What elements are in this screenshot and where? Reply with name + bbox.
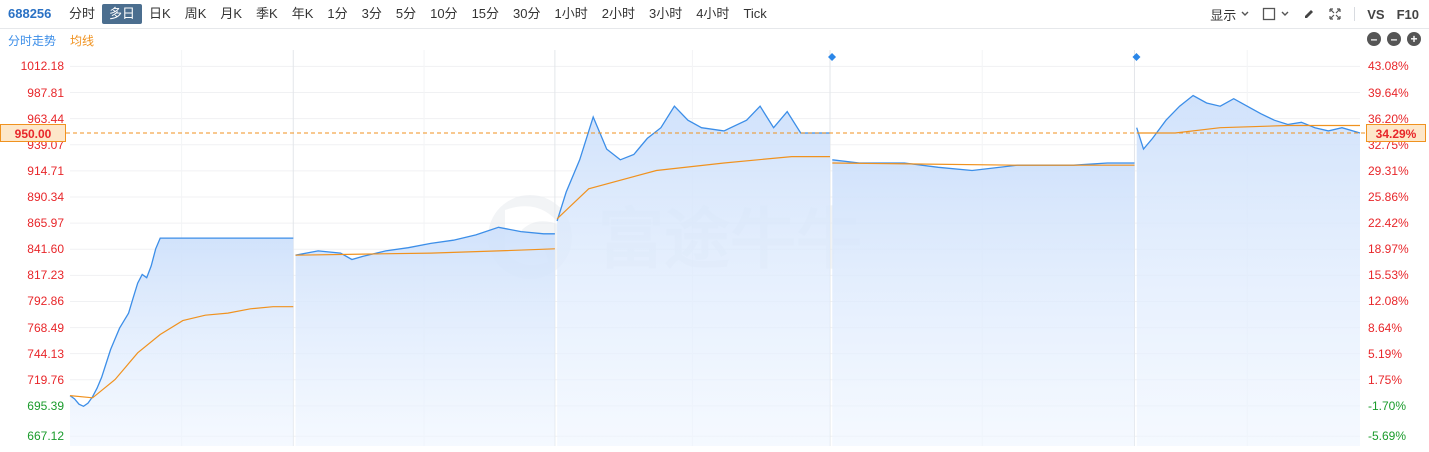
tab-16[interactable]: 4小时 — [696, 6, 730, 21]
chart-legend: 分时走势 均线 — [8, 32, 94, 49]
y-tick-label: 719.76 — [27, 372, 64, 387]
tab-10[interactable]: 10分 — [430, 6, 458, 21]
y-tick-label: 963.44 — [27, 111, 64, 126]
tab-2[interactable]: 日K — [149, 6, 171, 21]
tab-5[interactable]: 季K — [256, 6, 278, 21]
legend-avg[interactable]: 均线 — [70, 34, 95, 48]
pct-tick-label: 1.75% — [1368, 372, 1403, 387]
toolbar: 688256 分时 多日 日K 周K 月K 季K 年K 1分 3分 5分 10分 15分 30分 1小时 2… — [0, 0, 1429, 29]
pen-icon[interactable] — [1302, 7, 1316, 21]
vs-button[interactable]: VS — [1367, 6, 1385, 22]
y-tick-label: 987.81 — [27, 85, 64, 100]
pct-tick-label: 18.97% — [1368, 242, 1409, 257]
pct-tick-label: 36.20% — [1368, 111, 1409, 126]
tab-0[interactable]: 分时 — [69, 6, 96, 21]
tab-6[interactable]: 年K — [291, 6, 314, 21]
period-tabs: 分时 多日 日K 周K 月K 季K 年K 1分 3分 5分 10分 15分 30分 1小时 2小时 3小时 4小… — [62, 4, 774, 24]
tab-13[interactable]: 1小时 — [554, 6, 588, 21]
price-line-segment-4 — [1136, 94, 1361, 151]
watermark-text: 富途牛牛 — [598, 201, 862, 278]
pct-tick-label: 15.53% — [1368, 268, 1409, 283]
display-menu[interactable]: 显示 — [1210, 5, 1250, 24]
tab-9[interactable]: 5分 — [395, 6, 417, 21]
tab-11[interactable]: 15分 — [471, 6, 500, 21]
pct-tick-label: -5.69% — [1368, 429, 1407, 444]
chevron-down-icon — [1281, 11, 1289, 16]
pct-tick-label: -1.70% — [1368, 398, 1407, 413]
tab-7[interactable]: 1分 — [327, 6, 348, 21]
avg-line-segment-3 — [832, 162, 1135, 166]
tab-12[interactable]: 30分 — [513, 6, 541, 21]
watermark-logo: 富途牛牛 — [488, 195, 862, 279]
tab-1[interactable]: 多日 — [102, 4, 143, 24]
zoom-in-icon[interactable]: + — [1407, 32, 1421, 46]
price-line-segment-0 — [69, 237, 294, 408]
draw-box-menu[interactable] — [1262, 7, 1290, 21]
f10-button[interactable]: F10 — [1396, 6, 1419, 22]
price-area-segment-1 — [295, 227, 555, 446]
zoom-controls: – – + — [1367, 32, 1421, 46]
y-tick-label: 914.71 — [27, 163, 64, 178]
price-line-segment-1 — [295, 226, 555, 261]
event-marker-1 — [1132, 53, 1141, 61]
chart-marks — [66, 53, 1366, 134]
toolbar-divider — [1354, 7, 1356, 21]
avg-line-segment-4 — [1136, 124, 1360, 134]
pct-tick-label: 12.08% — [1368, 294, 1409, 309]
price-area-segment-3 — [832, 159, 1135, 447]
price-area-segment-4 — [1136, 95, 1360, 446]
price-line-segment-2 — [556, 105, 830, 222]
toolbar-tools: 显示 VS F10 — [1210, 4, 1419, 24]
avg-line-segment-0 — [69, 306, 294, 399]
tab-17[interactable]: Tick — [743, 6, 767, 21]
tab-4[interactable]: 月K — [220, 6, 243, 21]
pct-tick-label: 43.08% — [1368, 59, 1409, 74]
collapse-icon[interactable]: – — [1367, 32, 1381, 46]
zoom-out-icon[interactable]: – — [1387, 32, 1401, 46]
tab-14[interactable]: 2小时 — [601, 6, 635, 21]
pct-tick-label: 39.64% — [1368, 85, 1409, 100]
legend-price[interactable]: 分时走势 — [8, 34, 57, 48]
tab-3[interactable]: 周K — [184, 6, 207, 21]
tab-8[interactable]: 3分 — [361, 6, 382, 21]
stock-symbol: 688256 — [8, 6, 52, 21]
price-area-segment-0 — [70, 238, 294, 446]
y-tick-label: 768.49 — [27, 320, 64, 335]
chart-lines — [69, 94, 1361, 408]
fullscreen-icon[interactable] — [1328, 7, 1342, 21]
chart-grid — [70, 50, 1360, 446]
price-line-segment-3 — [832, 159, 1135, 172]
y-tick-label: 667.12 — [27, 429, 64, 444]
y-tick-label: 1012.18 — [20, 59, 64, 74]
y-tick-label: 744.13 — [27, 346, 64, 361]
chevron-down-icon — [1241, 11, 1249, 16]
price-area — [70, 95, 1360, 447]
y-tick-label: 817.23 — [27, 268, 64, 283]
pct-tick-label: 29.31% — [1368, 163, 1409, 178]
y-tick-label: 890.34 — [27, 189, 64, 204]
current-price-tag: 950.00 — [0, 124, 66, 143]
pct-tick-label: 5.19% — [1368, 346, 1403, 361]
current-pct-tag: 34.29% — [1366, 124, 1426, 143]
y-tick-label: 865.97 — [27, 216, 64, 231]
y-tick-label: 841.60 — [27, 242, 64, 257]
avg-line-segment-2 — [556, 156, 830, 220]
avg-line-segment-1 — [295, 248, 555, 256]
tab-15[interactable]: 3小时 — [648, 6, 683, 21]
y-tick-label: 792.86 — [27, 294, 64, 309]
event-marker-0 — [828, 53, 837, 61]
price-area-segment-2 — [557, 106, 831, 446]
pct-tick-label: 22.42% — [1368, 216, 1409, 231]
pct-tick-label: 25.86% — [1368, 189, 1409, 204]
pct-tick-label: 8.64% — [1368, 320, 1403, 335]
display-label: 显示 — [1210, 7, 1237, 23]
square-icon — [1263, 7, 1276, 21]
y-tick-label: 695.39 — [27, 398, 64, 413]
